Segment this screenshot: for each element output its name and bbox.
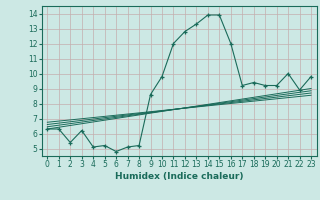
X-axis label: Humidex (Indice chaleur): Humidex (Indice chaleur) xyxy=(115,172,244,181)
